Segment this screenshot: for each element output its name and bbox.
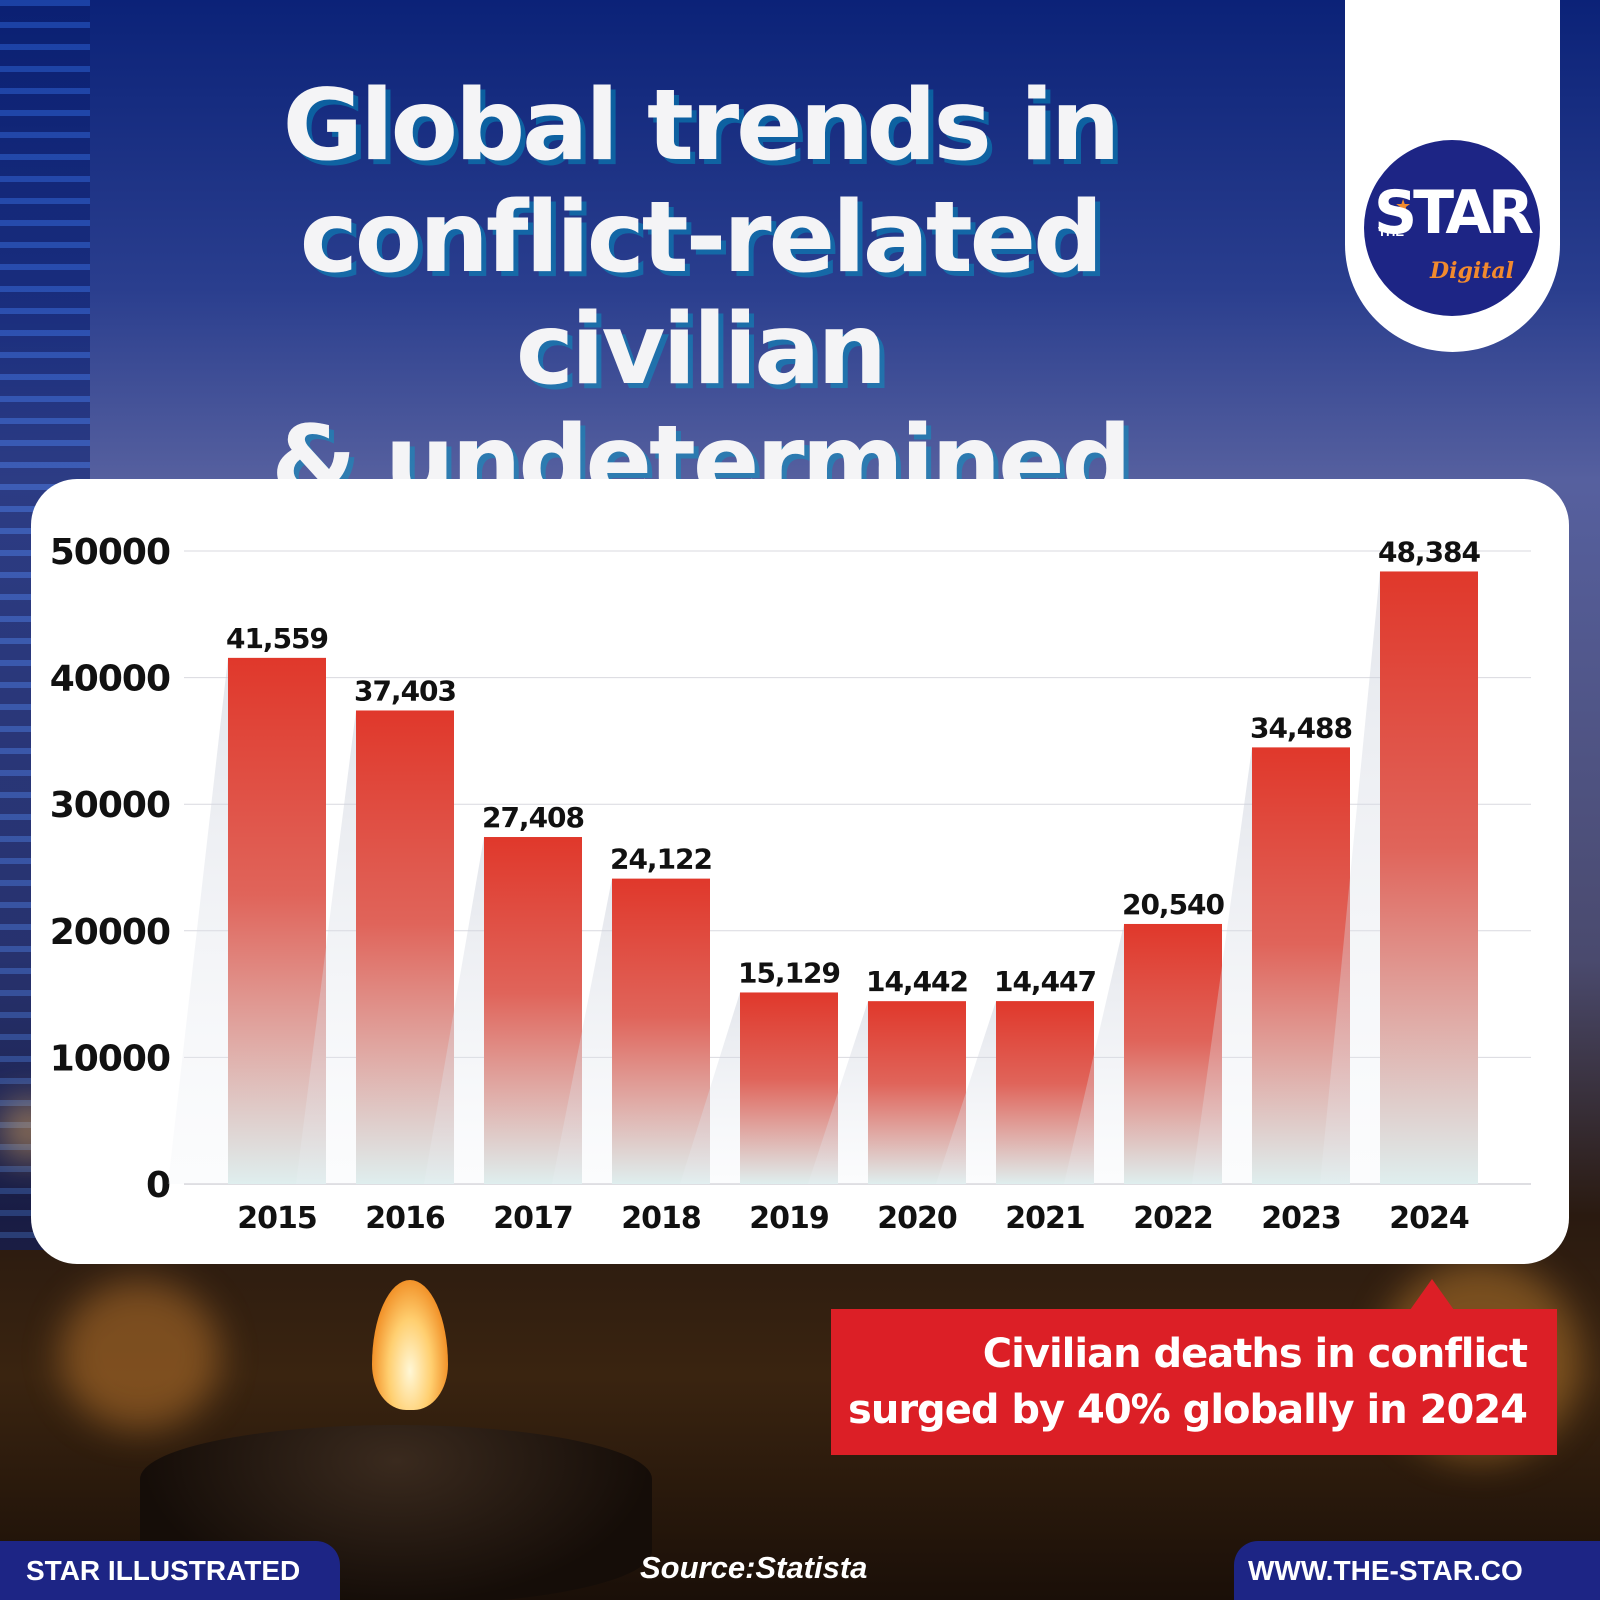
data-label: 14,447 <box>994 965 1096 998</box>
logo-digital-text: Digital <box>1430 258 1514 284</box>
callout-box: Civilian deaths in conflict surged by 40… <box>831 1309 1557 1455</box>
the-star-logo: THE ★ STAR Digital <box>1364 140 1540 316</box>
x-tick-label: 2024 <box>1389 1201 1469 1236</box>
candle-flame <box>372 1280 448 1410</box>
x-tick-label: 2017 <box>493 1201 573 1236</box>
data-label: 24,122 <box>610 843 712 876</box>
data-label: 48,384 <box>1378 535 1481 568</box>
y-tick-label: 20000 <box>50 912 170 953</box>
chart-card: 0 10000 20000 30000 40000 50000 41,559 2015 37,4… <box>31 479 1569 1264</box>
bar-chart: 0 10000 20000 30000 40000 50000 41,559 2015 37,4… <box>50 532 1531 1236</box>
x-tick-label: 2018 <box>621 1201 701 1236</box>
x-tick-label: 2020 <box>877 1201 957 1236</box>
data-label: 20,540 <box>1122 888 1225 921</box>
bar-shadow <box>424 837 484 1184</box>
y-tick-label: 0 <box>146 1165 170 1206</box>
x-tick-label: 2016 <box>365 1201 445 1236</box>
star-icon: ★ <box>1395 196 1412 216</box>
background-bokeh <box>60 1280 220 1430</box>
data-label: 34,488 <box>1250 711 1352 744</box>
footer-website-link[interactable]: WWW.THE-STAR.CO <box>1234 1541 1600 1600</box>
data-label: 27,408 <box>482 801 584 834</box>
y-tick-label: 10000 <box>50 1038 170 1079</box>
title-line: conflict-related civilian <box>299 181 1104 407</box>
bar-shadow <box>168 657 228 1184</box>
x-tick-label: 2022 <box>1133 1201 1213 1236</box>
bar <box>612 878 710 1184</box>
x-tick-label: 2015 <box>237 1201 317 1236</box>
title-line: Global trends in <box>282 69 1121 183</box>
x-tick-label: 2023 <box>1261 1201 1341 1236</box>
callout-line-2: surged by 40% globally in 2024 <box>848 1387 1528 1433</box>
bar-shadow <box>936 1001 996 1184</box>
data-label: 14,442 <box>866 965 968 998</box>
bar-shadow <box>1192 747 1252 1184</box>
y-tick-label: 50000 <box>50 532 170 573</box>
data-label: 41,559 <box>226 622 328 655</box>
y-tick-label: 40000 <box>50 659 170 700</box>
x-tick-label: 2021 <box>1005 1201 1085 1236</box>
data-label: 15,129 <box>738 956 840 989</box>
logo-star-text: STAR <box>1373 178 1534 248</box>
callout-line-1: Civilian deaths in conflict <box>982 1331 1528 1377</box>
y-tick-label: 30000 <box>50 785 170 826</box>
x-tick-label: 2019 <box>749 1201 829 1236</box>
bar <box>1380 571 1478 1184</box>
callout-pointer <box>1410 1279 1454 1310</box>
data-label: 37,403 <box>354 674 456 707</box>
bar-shadow <box>296 710 356 1184</box>
brand-logo-tab: THE ★ STAR Digital <box>1345 0 1560 352</box>
bar-shadow <box>1064 923 1124 1184</box>
footer-source: Source:Statista <box>640 1550 868 1585</box>
logo-the-text: THE <box>1378 224 1404 239</box>
footer-credit: STAR ILLUSTRATED <box>0 1541 340 1600</box>
